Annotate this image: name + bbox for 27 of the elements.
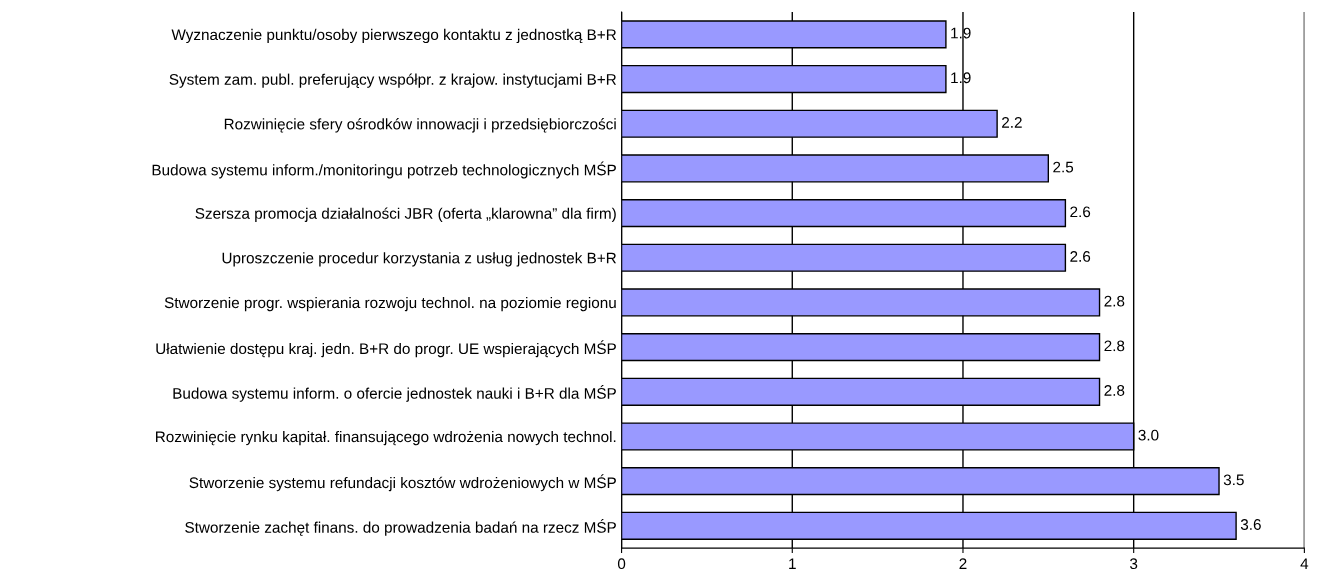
y-tick-label: Rozwinięcie sfery ośrodków innowacji i przedsiębiorczości xyxy=(224,118,616,133)
x-tick-label: 4 xyxy=(1300,558,1309,569)
data-label: 3.6 xyxy=(1240,519,1261,530)
data-label: 2.6 xyxy=(1070,251,1091,262)
x-tick-label: 0 xyxy=(617,558,626,570)
y-tick-label: Wyznaczenie punktu/osoby pierwszego kontaktu z jednostką B+R xyxy=(171,28,617,44)
data-label: 2.8 xyxy=(1104,340,1125,352)
data-label: 3.0 xyxy=(1138,429,1159,441)
y-tick-label: Budowa systemu inform. o ofercie jednostek nauki i B+R dla MŚP xyxy=(173,384,616,402)
data-label: 2.6 xyxy=(1070,206,1091,218)
y-tick-label: Rozwinięcie rynku kapitał. finansującego wdrożenia nowych technol. xyxy=(156,430,616,446)
y-tick-label: Stworzenie systemu refundacji kosztów wdrożeniowych w MŚP xyxy=(189,474,616,492)
y-tick-label: Stworzenie zachęt finans. do prowadzenia badań na rzecz MŚP xyxy=(185,518,616,536)
y-tick-label: Budowa systemu inform./monitoringu potrzeb technologicznych MŚP xyxy=(152,161,616,179)
y-tick-label: Ułatwienie dostępu kraj. jedn. B+R do progr. UE wspierających MŚP xyxy=(156,340,616,358)
data-label: 2.8 xyxy=(1104,385,1125,396)
y-tick-label: System zam. publ. preferujący współpr. z krajow. instytucjami B+R xyxy=(169,73,617,88)
x-tick-label: 1 xyxy=(789,558,796,569)
data-label: 3.5 xyxy=(1223,474,1244,486)
data-label: 2.5 xyxy=(1053,161,1074,173)
data-label: 2.8 xyxy=(1104,295,1125,307)
x-tick-label: 2 xyxy=(959,558,967,569)
data-label: 2.2 xyxy=(1002,117,1022,128)
y-tick-label: Uproszczenie procedur korzystania z usług jednostek B+R xyxy=(222,252,617,267)
x-tick-label: 3 xyxy=(1130,558,1138,570)
y-tick-label: Stworzenie progr. wspierania rozwoju technol. na poziomie regionu xyxy=(164,296,616,312)
y-tick-label: Szersza promocja działalności JBR (oferta „klarowna” dla firm) xyxy=(195,207,616,222)
